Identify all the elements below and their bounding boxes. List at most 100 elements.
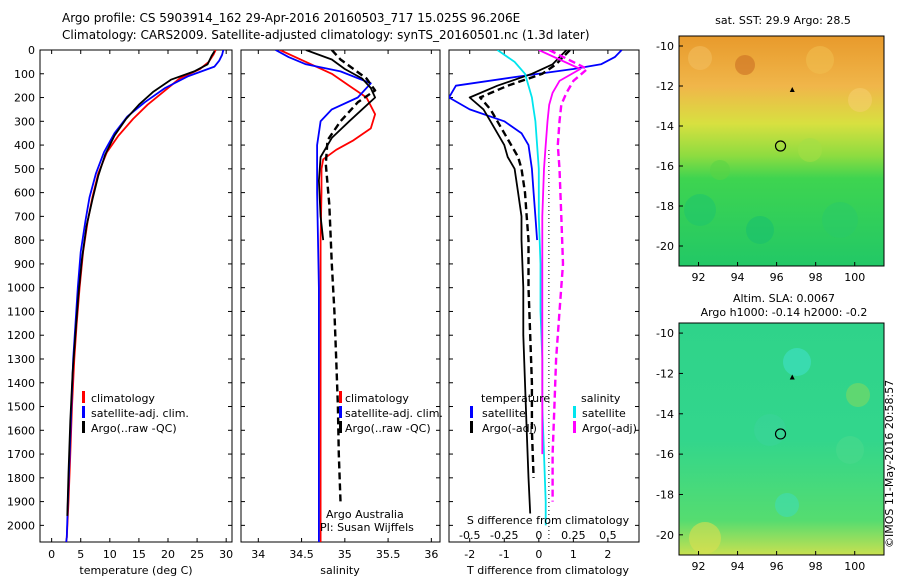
- x-tick-label: 5: [77, 548, 84, 561]
- x-tick-label: 0: [48, 548, 55, 561]
- legend-swatch-t-argo: [470, 421, 473, 433]
- map-lat-label: -16: [656, 160, 674, 173]
- x-tick-label: 34.5: [289, 548, 314, 561]
- depth-tick-label: 600: [14, 187, 35, 200]
- legend-swatch-climatology: [82, 391, 85, 403]
- salinity-panel: 34 34.5 35 35.5 36 salinity climatology sate…: [240, 49, 443, 577]
- depth-tick-label: 400: [14, 139, 35, 152]
- legend-swatch-argo: [339, 421, 342, 433]
- map-lon-label: 100: [844, 560, 865, 573]
- depth-tick-label: 1000: [7, 282, 35, 295]
- depth-tick-label: 1500: [7, 401, 35, 414]
- series-line-climatology: [279, 50, 377, 542]
- t-difference-label: T difference from climatology: [466, 564, 629, 577]
- temperature-legend: climatology satellite-adj. clim. Argo(..…: [82, 391, 189, 435]
- map-lat-label: -14: [656, 120, 674, 133]
- depth-tick-label: 1700: [7, 448, 35, 461]
- depth-tick-label: 700: [14, 210, 35, 223]
- map-lat-label: -20: [656, 240, 674, 253]
- sla-map-title: Altim. SLA: 0.0067: [733, 292, 835, 305]
- map-lat-label: -12: [656, 80, 674, 93]
- map-lat-label: -14: [656, 408, 674, 421]
- legend-s-argo: Argo(-adj): [582, 422, 637, 435]
- map-lat-label: -16: [656, 448, 674, 461]
- x-tick-label: 34: [251, 548, 265, 561]
- depth-tick-label: 500: [14, 163, 35, 176]
- argo-australia-label: Argo Australia: [326, 508, 404, 521]
- pi-label: PI: Susan Wijffels: [320, 521, 414, 534]
- legend-swatch-s-satellite: [573, 406, 576, 418]
- previous-position-marker: [789, 374, 795, 380]
- difference-legend: temperature salinity satellite Argo(-adj…: [470, 392, 637, 435]
- s-tick-label: 0: [535, 529, 542, 542]
- x-tick-label: 35: [338, 548, 352, 561]
- profile-title: Argo profile: CS 5903914_162 29-Apr-2016…: [62, 11, 520, 25]
- legend-swatch-s-argo: [573, 421, 576, 433]
- depth-tick-label: 1200: [7, 329, 35, 342]
- sla-texture: [783, 348, 811, 376]
- sla-texture: [775, 493, 799, 517]
- salinity-legend: climatology satellite-adj. clim. Argo(..…: [339, 391, 443, 435]
- x-tick-label: 0: [535, 548, 542, 561]
- salinity-axes-frame: [240, 49, 441, 543]
- depth-tick-label: 100: [14, 68, 35, 81]
- depth-tick-label: 300: [14, 115, 35, 128]
- legend-swatch-t-satellite: [470, 406, 473, 418]
- difference-axes-frame: [448, 49, 640, 543]
- series-line-argo-raw-qc-: [66, 50, 216, 516]
- s-tick-label: 0.5: [599, 529, 617, 542]
- x-tick-label: -1: [499, 548, 510, 561]
- map-lat-label: -12: [656, 367, 674, 380]
- sla-map-subtitle: Argo h1000: -0.14 h2000: -0.2: [701, 306, 868, 319]
- legend-s-satellite: satellite: [582, 407, 626, 420]
- legend-swatch-climatology: [339, 391, 342, 403]
- imos-timestamp: ©IMOS 11-May-2016 20:58:57: [883, 380, 896, 548]
- legend-satellite-adj: satellite-adj. clim.: [345, 407, 443, 420]
- salinity-xlabel: salinity: [320, 564, 360, 577]
- sst-texture: [822, 202, 858, 238]
- s-difference-label: S difference from climatology: [467, 514, 630, 527]
- legend-title-temperature: temperature: [481, 392, 550, 405]
- map-lat-label: -10: [656, 40, 674, 53]
- depth-tick-label: 1100: [7, 305, 35, 318]
- sla-map-panel: Altim. SLA: 0.0067 Argo h1000: -0.14 h20…: [656, 292, 885, 573]
- depth-tick-label: 1800: [7, 472, 35, 485]
- map-lon-label: 96: [770, 560, 784, 573]
- sst-texture: [746, 216, 774, 244]
- map-lat-label: -18: [656, 488, 674, 501]
- legend-swatch-argo: [82, 421, 85, 433]
- map-lon-label: 92: [692, 560, 706, 573]
- sst-map-panel: sat. SST: 29.9 Argo: 28.5 92 94 96 98 100 -10…: [656, 14, 885, 284]
- x-tick-label: 15: [132, 548, 146, 561]
- series-line-satellite: [449, 50, 623, 241]
- legend-swatch-satellite-adj: [339, 406, 342, 418]
- map-lon-label: 94: [731, 560, 745, 573]
- legend-swatch-satellite-adj: [82, 406, 85, 418]
- map-lat-label: -10: [656, 327, 674, 340]
- map-lat-label: -20: [656, 529, 674, 542]
- legend-climatology: climatology: [345, 392, 409, 405]
- legend-argo: Argo(..raw -QC): [345, 422, 431, 435]
- series-line-argo-adj-: [468, 50, 568, 514]
- x-tick-label: 30: [219, 548, 233, 561]
- map-lon-label: 98: [809, 560, 823, 573]
- depth-tick-label: 1400: [7, 377, 35, 390]
- s-tick-label: -0.25: [490, 529, 518, 542]
- x-tick-label: 10: [103, 548, 117, 561]
- sst-texture: [684, 194, 716, 226]
- legend-t-satellite: satellite: [482, 407, 526, 420]
- x-tick-label: 35.5: [376, 548, 401, 561]
- series-line-satellite-adj-clim-: [65, 50, 225, 542]
- sst-texture: [710, 160, 730, 180]
- x-tick-label: 1: [570, 548, 577, 561]
- legend-argo: Argo(..raw -QC): [91, 422, 177, 435]
- legend-satellite-adj: satellite-adj. clim.: [91, 407, 189, 420]
- temperature-panel: 0 5 10 15 20 25 300100200300400500600700800900…: [7, 44, 233, 577]
- sst-texture: [848, 88, 872, 112]
- sla-texture: [689, 522, 721, 554]
- x-tick-label: 25: [190, 548, 204, 561]
- x-tick-label: 2: [604, 548, 611, 561]
- sla-texture: [754, 414, 786, 446]
- sst-texture: [806, 46, 834, 74]
